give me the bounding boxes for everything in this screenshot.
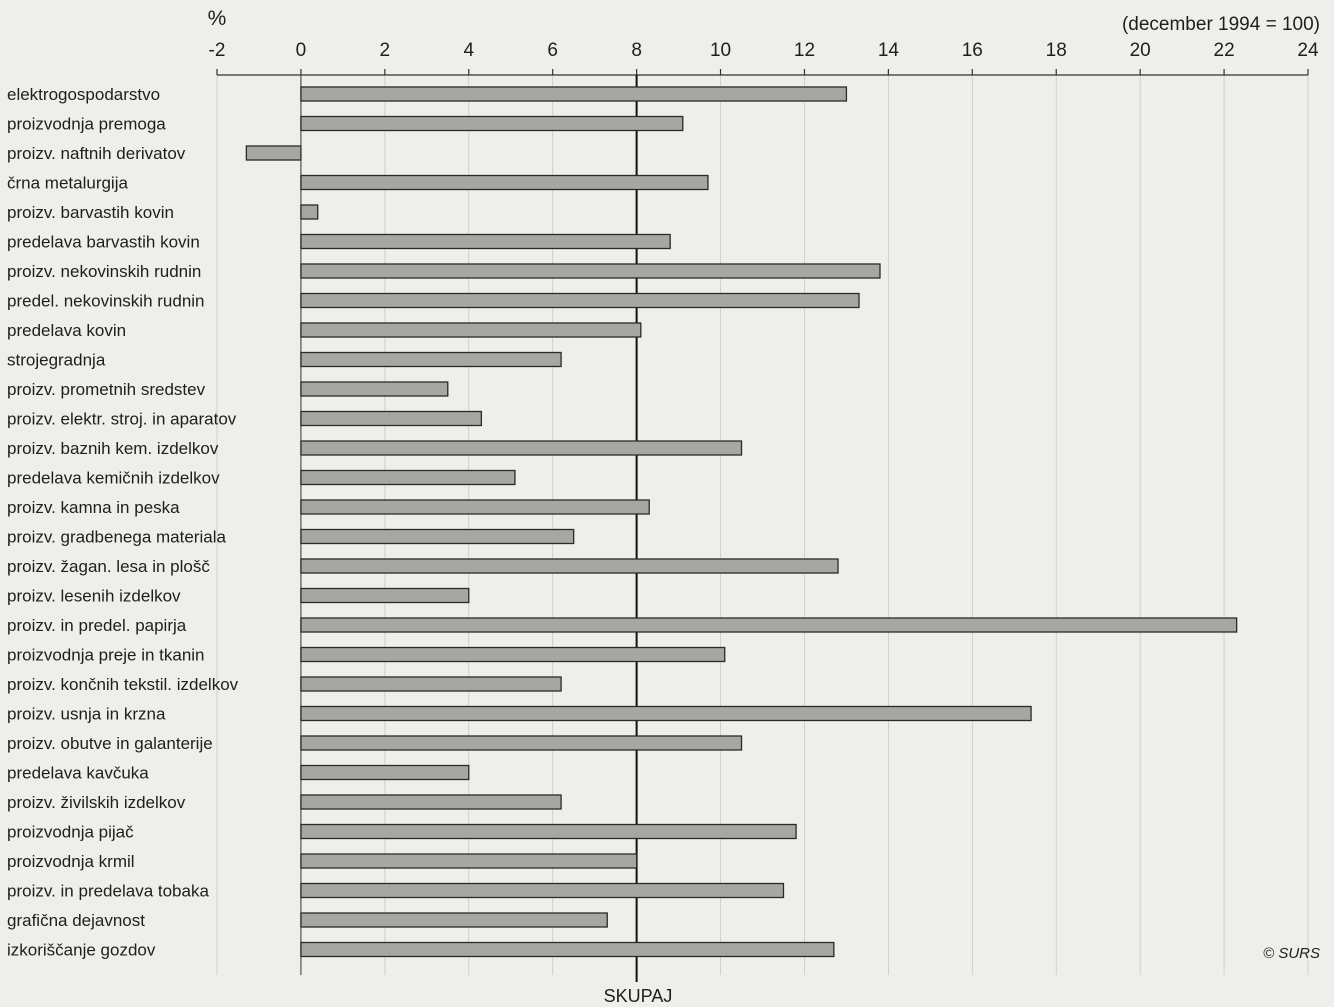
category-label: črna metalurgija bbox=[7, 174, 128, 193]
category-label: proizv. naftnih derivatov bbox=[7, 144, 186, 163]
bar bbox=[300, 469, 516, 486]
x-tick-label: 4 bbox=[463, 40, 474, 61]
category-label: predel. nekovinskih rudnin bbox=[7, 292, 205, 311]
bar bbox=[300, 440, 743, 456]
category-label: predelava kavčuka bbox=[7, 764, 149, 783]
bar bbox=[300, 410, 483, 427]
x-tick-label: 12 bbox=[794, 40, 815, 61]
category-label: predelava kemičnih izdelkov bbox=[7, 469, 220, 488]
x-tick-label: -2 bbox=[209, 40, 226, 61]
x-tick-label: 22 bbox=[1214, 40, 1235, 61]
bar bbox=[300, 558, 839, 574]
category-label: proizv. elektr. stroj. in aparatov bbox=[7, 410, 237, 429]
category-label: proizv. barvastih kovin bbox=[7, 203, 174, 222]
category-label: strojegradnja bbox=[7, 351, 106, 370]
bar-layer bbox=[245, 86, 1238, 958]
x-tick-label: 8 bbox=[631, 40, 642, 61]
bar bbox=[300, 86, 848, 102]
category-label: proizv. gradbenega materiala bbox=[7, 528, 226, 547]
bar bbox=[300, 204, 319, 220]
category-label: proizv. usnja in krzna bbox=[7, 705, 166, 724]
bar bbox=[300, 853, 638, 869]
category-label: proizvodnja premoga bbox=[7, 115, 166, 134]
bar bbox=[300, 705, 1032, 722]
bar bbox=[300, 322, 642, 338]
category-label: proizv. končnih tekstil. izdelkov bbox=[7, 675, 239, 694]
category-label: elektrogospodarstvo bbox=[7, 85, 160, 104]
bar bbox=[300, 764, 470, 781]
category-label: proizv. žagan. lesa in plošč bbox=[7, 557, 210, 576]
x-tick-label: 0 bbox=[296, 40, 307, 61]
bar bbox=[300, 233, 671, 250]
bar bbox=[300, 735, 743, 751]
category-label: proizv. baznih kem. izdelkov bbox=[7, 439, 219, 458]
bar bbox=[300, 617, 1238, 633]
grid-layer bbox=[216, 75, 1309, 975]
bar bbox=[300, 381, 449, 397]
category-label: proizv. in predelava tobaka bbox=[7, 882, 209, 901]
x-tick-label: 2 bbox=[380, 40, 391, 61]
bar bbox=[245, 145, 302, 161]
bar bbox=[300, 646, 726, 663]
credit: © SURS bbox=[1263, 945, 1320, 962]
bar bbox=[300, 941, 835, 958]
category-label: proizv. nekovinskih rudnin bbox=[7, 262, 201, 281]
x-tick-label: 16 bbox=[962, 40, 983, 61]
x-tick-label: 24 bbox=[1297, 40, 1319, 61]
bar bbox=[300, 528, 575, 545]
unit-label: % bbox=[208, 7, 227, 30]
category-label: proizv. živilskih izdelkov bbox=[7, 793, 186, 812]
category-label: izkoriščanje gozdov bbox=[7, 941, 156, 960]
category-label: proizv. kamna in peska bbox=[7, 498, 180, 517]
bar bbox=[300, 263, 881, 279]
x-tick-label: 20 bbox=[1130, 40, 1151, 61]
label-layer: elektrogospodarstvo proizvodnja premoga pr… bbox=[7, 85, 239, 960]
x-tick-label: 14 bbox=[878, 40, 900, 61]
bar bbox=[300, 882, 785, 899]
category-label: predelava barvastih kovin bbox=[7, 233, 200, 252]
x-tick-label: 6 bbox=[547, 40, 558, 61]
base-note: (december 1994 = 100) bbox=[1122, 14, 1320, 35]
bar bbox=[300, 292, 860, 309]
category-label: proizv. obutve in galanterije bbox=[7, 734, 213, 753]
x-tick-label: 18 bbox=[1046, 40, 1067, 61]
category-label: proizvodnja krmil bbox=[7, 852, 135, 871]
bar bbox=[300, 676, 562, 692]
reference-label: SKUPAJ bbox=[604, 986, 673, 1006]
category-label: proizv. prometnih sredstev bbox=[7, 380, 206, 399]
category-label: proizvodnja pijač bbox=[7, 823, 134, 842]
bar bbox=[300, 499, 650, 515]
bar bbox=[300, 794, 562, 810]
bar bbox=[300, 823, 797, 840]
bar bbox=[300, 351, 562, 368]
bar bbox=[300, 115, 684, 132]
category-label: predelava kovin bbox=[7, 321, 126, 340]
bar bbox=[300, 587, 470, 604]
category-label: proizv. lesenih izdelkov bbox=[7, 587, 181, 606]
bar bbox=[300, 912, 608, 928]
x-tick-label: 10 bbox=[710, 40, 731, 61]
category-label: proizv. in predel. papirja bbox=[7, 616, 187, 635]
category-label: grafična dejavnost bbox=[7, 911, 145, 930]
category-label: proizvodnja preje in tkanin bbox=[7, 646, 205, 665]
bar bbox=[300, 174, 709, 191]
